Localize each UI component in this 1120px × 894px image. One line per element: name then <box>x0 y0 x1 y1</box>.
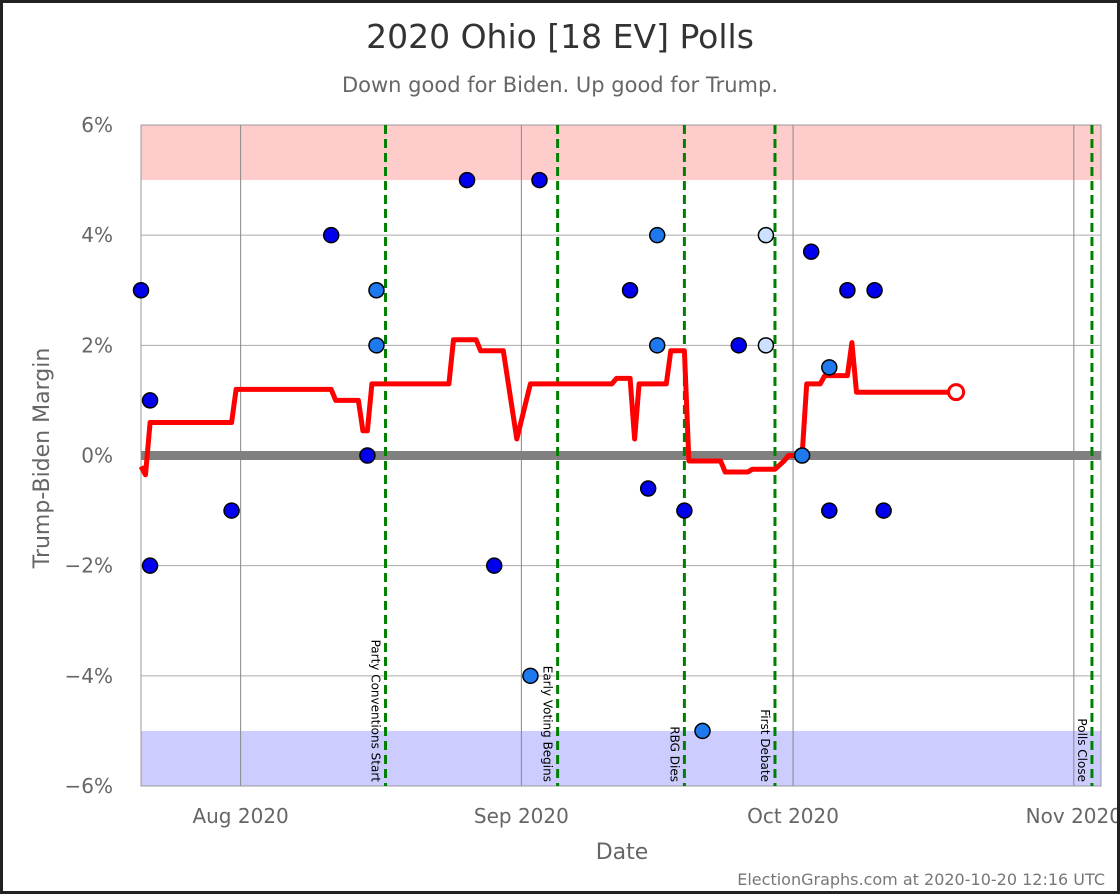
y-tick-label: 0% <box>81 444 113 468</box>
average-end-marker <box>947 383 966 402</box>
band-0 <box>141 125 1101 181</box>
event-label: Early Voting Begins <box>541 666 555 782</box>
chart-subtitle: Down good for Biden. Up good for Trump. <box>341 73 779 97</box>
x-tick-label: Sep 2020 <box>474 804 569 828</box>
chart-credit: ElectionGraphs.com at 2020-10-20 12:16 U… <box>737 870 1105 889</box>
y-tick-label: 4% <box>81 223 113 247</box>
x-axis-label: Date <box>596 840 649 865</box>
event-label: RBG Dies <box>667 726 681 782</box>
poll-point <box>821 359 838 376</box>
y-tick-label: −2% <box>65 554 114 578</box>
poll-points <box>132 171 892 740</box>
x-tick-label: Nov 2020 <box>1026 804 1117 828</box>
poll-point <box>141 557 159 574</box>
poll-point <box>757 226 775 244</box>
poll-point <box>676 502 693 519</box>
y-tick-label: 6% <box>81 113 113 137</box>
event-markers: Party Conventions Start Early Voting Begi… <box>369 125 1094 786</box>
poll-point <box>531 171 548 189</box>
poll-point <box>648 226 666 244</box>
event-label: Polls Close <box>1075 718 1089 782</box>
poll-point <box>458 171 476 189</box>
poll-point <box>875 502 892 519</box>
poll-point <box>485 557 503 574</box>
y-tick-label: −4% <box>65 664 114 688</box>
y-tick-label: −6% <box>65 774 114 798</box>
poll-point <box>322 226 340 244</box>
poll-point <box>522 667 539 685</box>
poll-point <box>821 502 838 519</box>
event-label: First Debate <box>758 709 772 782</box>
poll-point <box>730 337 747 354</box>
x-tick-label: Aug 2020 <box>192 804 288 828</box>
chart-svg: Party Conventions Start Early Voting Begi… <box>30 113 1117 865</box>
y-axis-ticks: −6% −4% −2% 0% 2% 4% 6% <box>65 113 114 798</box>
poll-point <box>141 392 159 409</box>
poll-point <box>132 282 150 299</box>
average-line <box>138 337 957 478</box>
band-1 <box>141 730 1101 786</box>
x-axis-ticks: Aug 2020 Sep 2020 Oct 2020 Nov 2020 <box>192 804 1117 828</box>
poll-point <box>839 282 856 299</box>
poll-point <box>648 337 666 354</box>
poll-point <box>866 282 883 299</box>
poll-point <box>368 337 385 354</box>
poll-point <box>694 722 711 740</box>
poll-point <box>793 447 811 464</box>
poll-point <box>639 480 657 497</box>
x-tick-label: Oct 2020 <box>747 804 839 828</box>
poll-point <box>223 502 240 519</box>
y-axis-label: Trump-Biden Margin <box>30 348 55 570</box>
poll-point <box>802 243 820 260</box>
poll-point <box>368 282 385 299</box>
poll-point <box>757 337 775 354</box>
shaded-bands <box>141 125 1101 786</box>
poll-point <box>621 282 639 299</box>
y-tick-label: 2% <box>81 333 113 357</box>
chart-title: 2020 Ohio [18 EV] Polls <box>366 17 754 56</box>
event-label: Party Conventions Start <box>369 640 383 783</box>
poll-point <box>359 447 376 464</box>
